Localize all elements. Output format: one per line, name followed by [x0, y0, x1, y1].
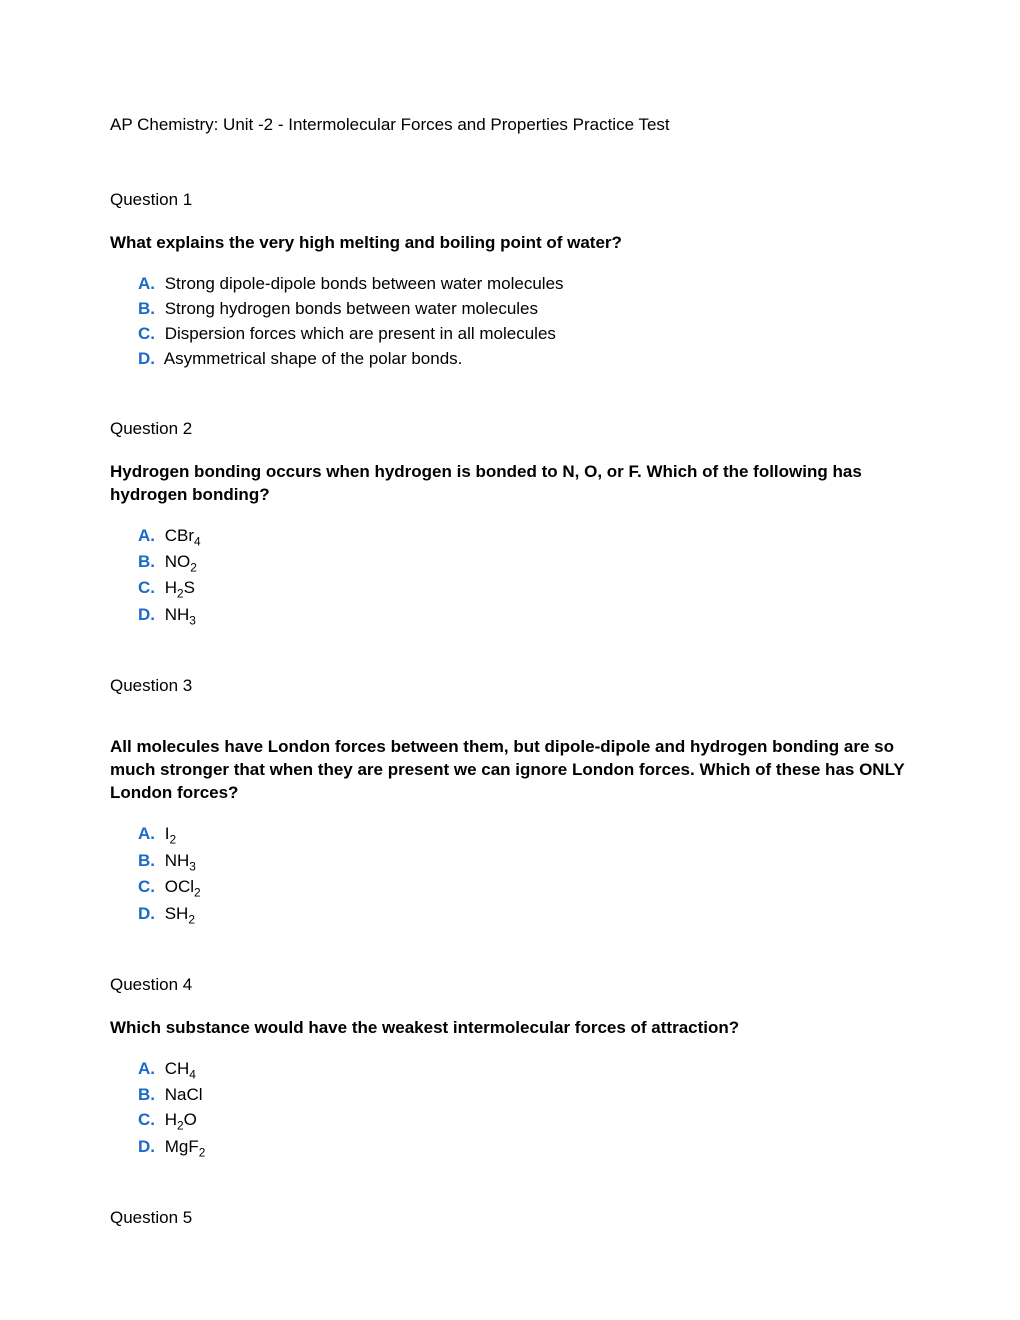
question-number: Question 1 — [110, 190, 910, 210]
option-text: I2 — [160, 824, 176, 843]
option-letter: C. — [138, 323, 160, 346]
options-list: A. Strong dipole-dipole bonds between wa… — [110, 273, 910, 371]
option-letter: B. — [138, 850, 160, 873]
option-letter: C. — [138, 1109, 160, 1132]
option-item[interactable]: C. OCl2 — [138, 876, 910, 900]
question-number: Question 4 — [110, 975, 910, 995]
question-block: Question 3 All molecules have London forc… — [110, 676, 910, 927]
option-item[interactable]: B. NO2 — [138, 551, 910, 575]
option-text: NH3 — [160, 605, 196, 624]
option-letter: A. — [138, 1058, 160, 1081]
question-text: Which substance would have the weakest i… — [110, 1017, 910, 1040]
option-letter: B. — [138, 298, 160, 321]
option-text: Strong hydrogen bonds between water mole… — [160, 299, 538, 318]
option-text: MgF2 — [160, 1137, 205, 1156]
option-text: H2O — [160, 1110, 197, 1129]
option-letter: D. — [138, 1136, 160, 1159]
option-item[interactable]: A. I2 — [138, 823, 910, 847]
options-list: A. CBr4B. NO2C. H2SD. NH3 — [110, 525, 910, 629]
question-number: Question 2 — [110, 419, 910, 439]
option-text: NO2 — [160, 552, 197, 571]
document-title: AP Chemistry: Unit -2 - Intermolecular F… — [110, 115, 910, 135]
question-text: Hydrogen bonding occurs when hydrogen is… — [110, 461, 910, 507]
option-item[interactable]: B. Strong hydrogen bonds between water m… — [138, 298, 910, 321]
question-text: All molecules have London forces between… — [110, 736, 910, 805]
option-item[interactable]: D. SH2 — [138, 903, 910, 927]
question-block: Question 1 What explains the very high me… — [110, 190, 910, 371]
option-text: NH3 — [160, 851, 196, 870]
option-item[interactable]: A. CBr4 — [138, 525, 910, 549]
option-text: NaCl — [160, 1085, 203, 1104]
option-item[interactable]: B. NH3 — [138, 850, 910, 874]
option-letter: D. — [138, 903, 160, 926]
option-text: CBr4 — [160, 526, 201, 545]
option-item[interactable]: C. H2S — [138, 577, 910, 601]
option-item[interactable]: B. NaCl — [138, 1084, 910, 1107]
option-letter: C. — [138, 577, 160, 600]
option-item[interactable]: C. Dispersion forces which are present i… — [138, 323, 910, 346]
option-item[interactable]: A. Strong dipole-dipole bonds between wa… — [138, 273, 910, 296]
option-letter: B. — [138, 551, 160, 574]
option-letter: D. — [138, 604, 160, 627]
question-text: What explains the very high melting and … — [110, 232, 910, 255]
question-block: Question 2 Hydrogen bonding occurs when h… — [110, 419, 910, 629]
option-letter: A. — [138, 273, 160, 296]
option-item[interactable]: A. CH4 — [138, 1058, 910, 1082]
option-item[interactable]: D. MgF2 — [138, 1136, 910, 1160]
option-text: Dispersion forces which are present in a… — [160, 324, 556, 343]
option-text: OCl2 — [160, 877, 201, 896]
options-list: A. I2B. NH3C. OCl2D. SH2 — [110, 823, 910, 927]
question-number: Question 3 — [110, 676, 910, 696]
option-text: CH4 — [160, 1059, 196, 1078]
option-text: Asymmetrical shape of the polar bonds. — [160, 349, 462, 368]
question-block: Question 4 Which substance would have the… — [110, 975, 910, 1160]
option-letter: D. — [138, 348, 160, 371]
options-list: A. CH4B. NaClC. H2OD. MgF2 — [110, 1058, 910, 1160]
option-letter: B. — [138, 1084, 160, 1107]
option-item[interactable]: C. H2O — [138, 1109, 910, 1133]
question-block: Question 5 — [110, 1208, 910, 1228]
question-number: Question 5 — [110, 1208, 910, 1228]
option-item[interactable]: D. Asymmetrical shape of the polar bonds… — [138, 348, 910, 371]
option-letter: C. — [138, 876, 160, 899]
option-text: Strong dipole-dipole bonds between water… — [160, 274, 564, 293]
option-text: SH2 — [160, 904, 195, 923]
option-text: H2S — [160, 578, 195, 597]
option-letter: A. — [138, 525, 160, 548]
page-root: AP Chemistry: Unit -2 - Intermolecular F… — [0, 0, 1020, 1290]
option-letter: A. — [138, 823, 160, 846]
option-item[interactable]: D. NH3 — [138, 604, 910, 628]
